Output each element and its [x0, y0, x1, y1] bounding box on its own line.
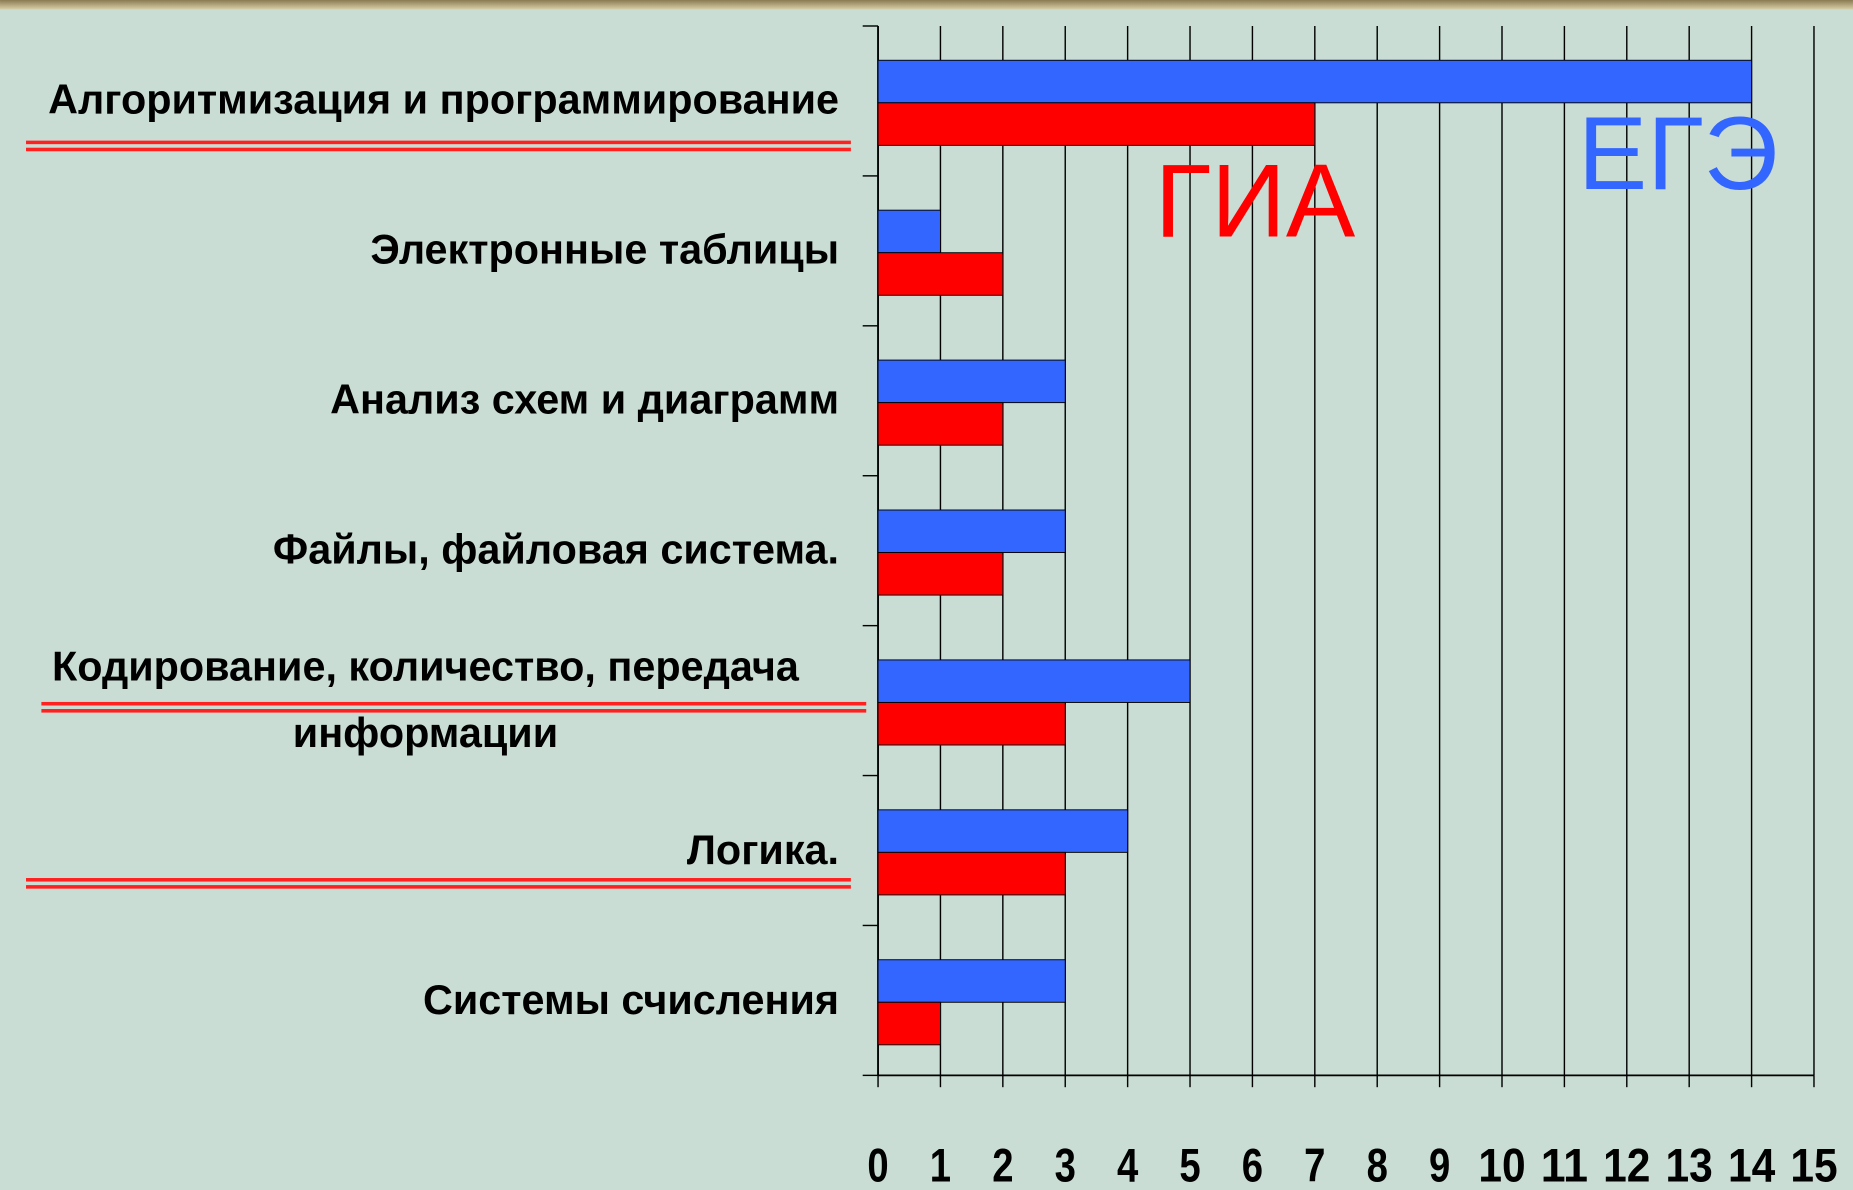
bar	[877, 102, 1316, 146]
category-label: Электронные таблицы	[370, 227, 840, 274]
x-tick-label: 0	[867, 1140, 888, 1190]
bar	[877, 209, 941, 254]
x-tick-label: 15	[1790, 1140, 1837, 1190]
category-label-box: Алгоритмизация и программирование	[12, 28, 839, 173]
category-label-wrap: Электронные таблицы	[12, 178, 839, 323]
category-label: Файлы, файловая система.	[272, 527, 840, 574]
bar	[877, 851, 1066, 896]
x-tick-label: 12	[1603, 1140, 1650, 1190]
bar	[877, 252, 1004, 296]
bar	[877, 552, 1004, 596]
x-tick-label: 6	[1242, 1140, 1263, 1190]
category-label: Логика.	[686, 826, 840, 873]
x-tick-label: 13	[1666, 1140, 1713, 1190]
bar	[877, 359, 1066, 404]
x-tick-label: 5	[1179, 1140, 1200, 1190]
x-tick-label: 8	[1367, 1140, 1388, 1190]
x-tick-label: 2	[992, 1140, 1013, 1190]
x-tick-label: 1	[930, 1140, 951, 1190]
bar	[877, 959, 1066, 1003]
category-label-wrap: Алгоритмизация и программирование	[12, 28, 839, 173]
bar	[877, 701, 1066, 746]
x-tick-label: 9	[1429, 1140, 1450, 1190]
bar	[877, 809, 1129, 853]
bar	[877, 509, 1066, 554]
legend-label: ЕГЭ	[1578, 96, 1778, 212]
decorative-underlines	[26, 140, 867, 889]
category-label-wrap: Кодирование, количество, передача информ…	[12, 628, 839, 773]
x-tick-label: 14	[1728, 1140, 1776, 1190]
category-label: Алгоритмизация и программирование	[48, 77, 840, 124]
x-tick-label: 11	[1541, 1140, 1588, 1190]
category-label-box: Анализ схем и диаграмм	[12, 328, 839, 473]
category-label-box: Кодирование, количество, передача информ…	[12, 628, 839, 773]
category-label: Кодирование, количество, передача информ…	[51, 643, 799, 757]
top-border	[0, 0, 1853, 10]
bar	[877, 1001, 941, 1046]
category-label-wrap: Анализ схем и диаграмм	[12, 328, 839, 473]
category-label-box: Файлы, файловая система.	[12, 478, 839, 623]
x-tick-label: 4	[1117, 1140, 1139, 1190]
category-label-box: Системы счисления	[12, 928, 839, 1073]
category-label: Системы счисления	[422, 976, 840, 1023]
x-tick-label: 3	[1055, 1140, 1076, 1190]
category-label: Анализ схем и диаграмм	[330, 377, 840, 424]
bar	[877, 402, 1004, 446]
x-tick-label: 7	[1304, 1140, 1325, 1190]
category-label-wrap: Системы счисления	[12, 928, 839, 1073]
bar	[877, 59, 1753, 104]
legend-label: ГИА	[1155, 143, 1356, 259]
category-label-wrap: Файлы, файловая система.	[12, 478, 839, 623]
x-tick-label: 10	[1478, 1140, 1525, 1190]
category-label-box: Логика.	[12, 778, 839, 923]
bar	[877, 659, 1191, 703]
category-label-box: Электронные таблицы	[12, 178, 839, 323]
category-label-wrap: Логика.	[12, 778, 839, 923]
